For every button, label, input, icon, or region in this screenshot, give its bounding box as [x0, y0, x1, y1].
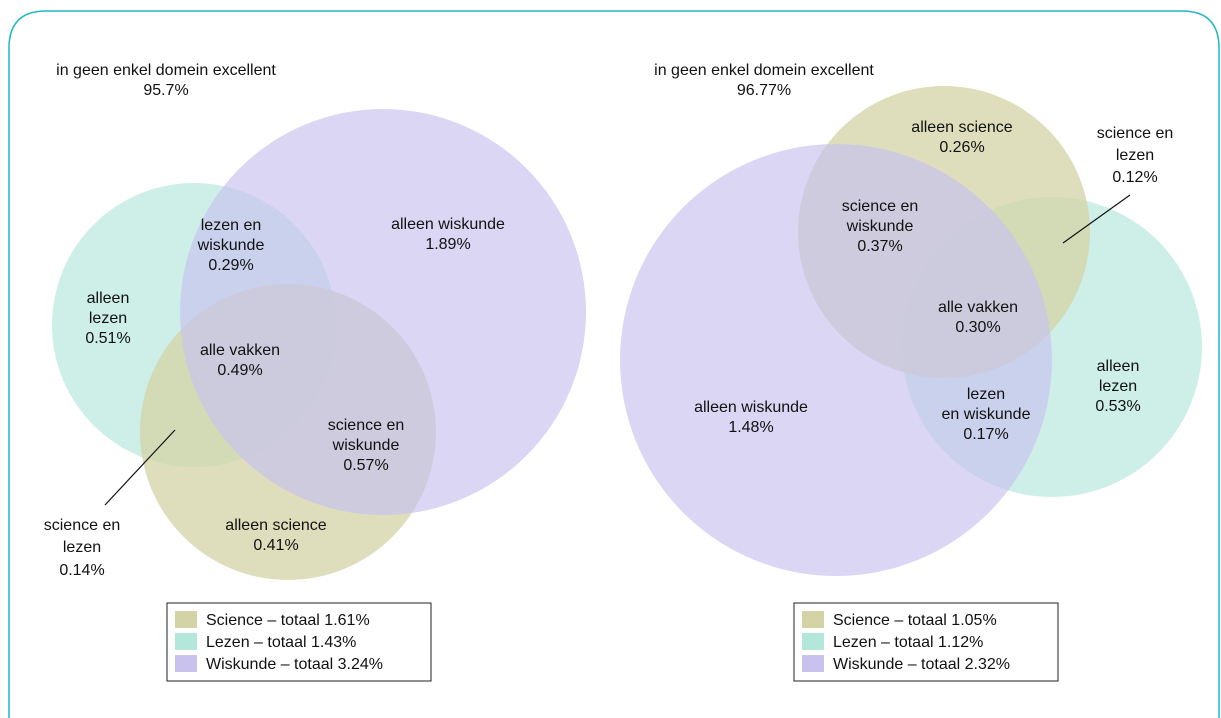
right-alleen-lezen-label-1: alleen: [1097, 358, 1140, 375]
left-legend-swatch-wiskunde: [175, 655, 197, 672]
right-alleen-wiskunde-label: alleen wiskunde: [694, 399, 808, 416]
left-science-wiskunde-value: 0.57%: [343, 457, 388, 474]
right-science-wiskunde-value: 0.37%: [857, 238, 902, 255]
right-science-lezen-value: 0.12%: [1112, 169, 1157, 186]
left-science-lezen-value: 0.14%: [59, 562, 104, 579]
right-science-lezen-label-2: lezen: [1116, 147, 1154, 164]
left-alleen-lezen-label-1: alleen: [87, 290, 130, 307]
left-lezen-wiskunde-value: 0.29%: [208, 257, 253, 274]
figure-frame: [8, 10, 1220, 718]
right-science-wiskunde-label-1: science en: [842, 198, 919, 215]
left-top-value: 95.7%: [143, 82, 188, 99]
right-lezen-wiskunde-value: 0.17%: [963, 426, 1008, 443]
left-legend: Science – totaal 1.61% Lezen – totaal 1.…: [166, 602, 432, 682]
left-alle-vakken-value: 0.49%: [217, 362, 262, 379]
right-top-label: in geen enkel domein excellent: [654, 62, 874, 79]
left-legend-swatch-lezen: [175, 633, 197, 650]
right-top-value: 96.77%: [737, 82, 791, 99]
left-legend-lezen: Lezen – totaal 1.43%: [206, 634, 356, 651]
left-alleen-lezen-label-2: lezen: [89, 310, 127, 327]
left-science-lezen-label-1: science en: [44, 517, 121, 534]
left-circle-wiskunde: [180, 109, 586, 515]
left-venn: in geen enkel domein excellent 95.7% all…: [44, 62, 586, 682]
right-circle-wiskunde: [620, 144, 1052, 576]
left-science-lezen-label-2: lezen: [63, 539, 101, 556]
right-legend-swatch-lezen: [802, 633, 824, 650]
right-science-wiskunde-label-2: wiskunde: [846, 218, 914, 235]
left-legend-wiskunde: Wiskunde – totaal 3.24%: [206, 656, 383, 673]
right-venn: in geen enkel domein excellent 96.77% al…: [620, 62, 1202, 682]
right-legend-lezen: Lezen – totaal 1.12%: [833, 634, 983, 651]
right-science-lezen-label-1: science en: [1097, 125, 1174, 142]
right-legend-science: Science – totaal 1.05%: [833, 612, 997, 629]
left-legend-swatch-science: [175, 611, 197, 628]
left-alleen-lezen-value: 0.51%: [85, 330, 130, 347]
left-alle-vakken-label: alle vakken: [200, 342, 280, 359]
left-legend-box: [166, 602, 432, 682]
right-legend-swatch-science: [802, 611, 824, 628]
left-alleen-wiskunde-label: alleen wiskunde: [391, 216, 505, 233]
left-lezen-wiskunde-label-1: lezen en: [201, 217, 262, 234]
right-alleen-wiskunde-value: 1.48%: [728, 419, 773, 436]
left-science-lezen-pointer: [104, 429, 176, 506]
left-lezen-wiskunde-label-2: wiskunde: [197, 237, 265, 254]
right-legend-box: [793, 602, 1059, 682]
right-science-lezen-pointer: [1062, 194, 1131, 244]
right-alle-vakken-value: 0.30%: [955, 319, 1000, 336]
left-science-wiskunde-label-1: science en: [328, 417, 405, 434]
right-alleen-science-value: 0.26%: [939, 139, 984, 156]
right-alleen-lezen-value: 0.53%: [1095, 398, 1140, 415]
right-alleen-science-label: alleen science: [911, 119, 1013, 136]
left-alleen-wiskunde-value: 1.89%: [425, 236, 470, 253]
right-alleen-lezen-label-2: lezen: [1099, 378, 1137, 395]
left-alleen-science-value: 0.41%: [253, 537, 298, 554]
left-top-label: in geen enkel domein excellent: [56, 62, 276, 79]
right-legend: Science – totaal 1.05% Lezen – totaal 1.…: [793, 602, 1059, 682]
left-alleen-science-label: alleen science: [225, 517, 327, 534]
right-lezen-wiskunde-label-1: lezen: [967, 386, 1005, 403]
right-legend-wiskunde: Wiskunde – totaal 2.32%: [833, 656, 1010, 673]
right-legend-swatch-wiskunde: [802, 655, 824, 672]
right-alle-vakken-label: alle vakken: [938, 299, 1018, 316]
left-science-wiskunde-label-2: wiskunde: [332, 437, 400, 454]
left-legend-science: Science – totaal 1.61%: [206, 612, 370, 629]
right-lezen-wiskunde-label-2: en wiskunde: [942, 406, 1031, 423]
